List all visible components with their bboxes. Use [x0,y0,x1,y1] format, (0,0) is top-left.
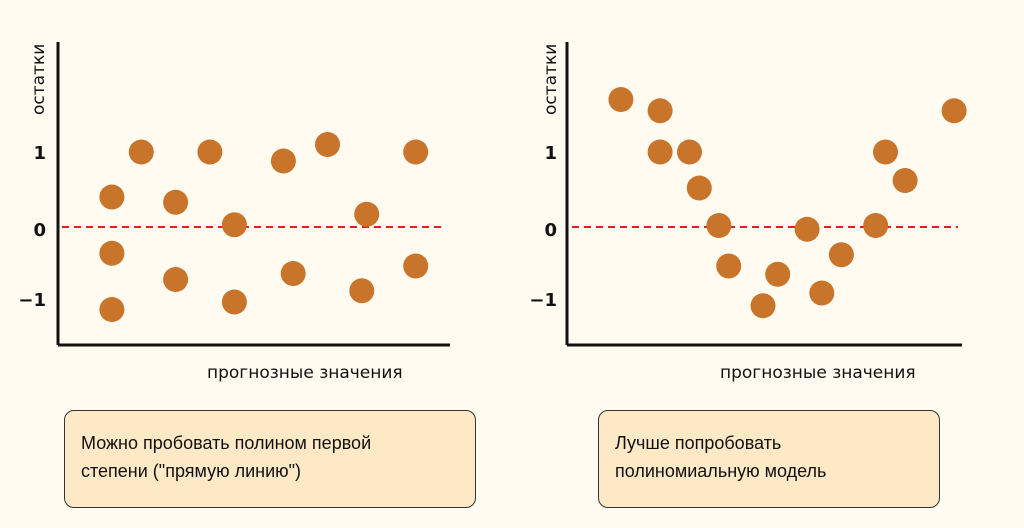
scatter-point [892,168,918,193]
data-points [608,87,967,319]
scatter-point [809,280,835,306]
scatter-point [873,139,898,165]
scatter-point [197,139,223,165]
y-axis-label: остатки [541,44,561,115]
y-tick-label: 1 [544,143,557,164]
x-axis-label: прогнозные значения [720,363,916,383]
y-axis-label: остатки [29,44,49,115]
scatter-point [354,201,380,227]
scatter-point [99,297,125,322]
y-tick-label: −1 [529,290,557,311]
scatter-point [941,98,967,124]
scatter-point [686,175,712,201]
scatter-point [403,253,429,279]
scatter-point [794,216,820,242]
scatter-point [863,213,889,238]
scatter-point [99,240,125,266]
scatter-point [128,139,154,165]
scatter-point [403,139,429,165]
scatter-point [163,267,189,292]
y-tick-label: 1 [33,143,46,164]
chart-left: остатки 1 0 −1 прогнозные значения [18,42,450,383]
scatter-point [706,213,732,238]
scatter-point [99,184,125,210]
x-axis-label: прогнозные значения [207,363,403,383]
note-left: Можно пробовать полином первой степени (… [64,410,476,508]
chart-right: остатки 1 0 −1 прогнозные значения [529,42,967,383]
scatter-point [349,278,375,304]
data-points [99,132,429,322]
scatter-point [270,148,296,174]
scatter-point [677,139,702,165]
scatter-point [647,98,673,124]
scatter-point [608,87,634,112]
scatter-point [280,261,306,286]
y-tick-label: −1 [18,290,46,311]
scatter-point [163,189,189,215]
y-tick-label: 0 [33,220,46,241]
scatter-point [716,253,742,279]
note-right: Лучше попробовать полиномиальную модель [598,410,940,508]
scatter-point [828,242,854,268]
scatter-point [750,293,776,319]
scatter-point [315,132,340,157]
scatter-point [221,212,247,238]
y-tick-label: 0 [544,220,557,241]
scatter-point [221,289,247,315]
scatter-point [647,139,673,165]
scatter-point [765,261,791,287]
